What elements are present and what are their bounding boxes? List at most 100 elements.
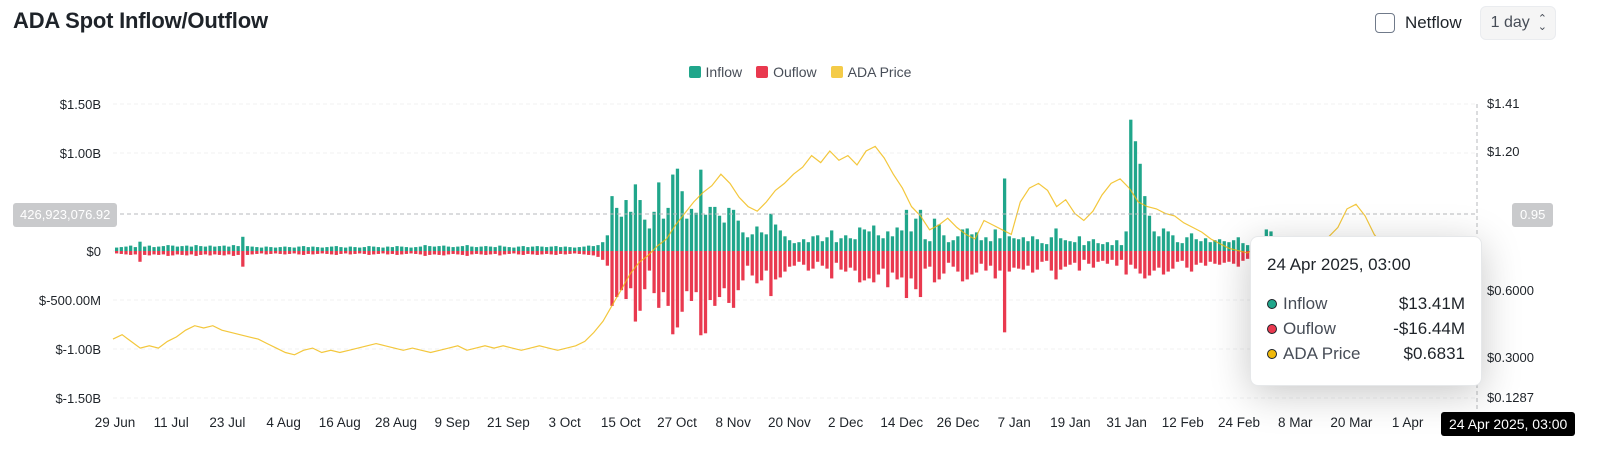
inflow-bar — [1049, 237, 1053, 251]
outflow-bar — [400, 251, 404, 255]
outflow-bar — [577, 251, 581, 254]
inflow-bar — [643, 219, 647, 251]
x-tick-label: 2 Dec — [828, 415, 864, 430]
outflow-bar — [1138, 251, 1142, 274]
outflow-bar — [339, 251, 343, 254]
inflow-bar — [432, 246, 437, 251]
inflow-bar — [675, 168, 680, 251]
inflow-bar — [960, 229, 965, 251]
outflow-bar — [143, 251, 147, 255]
outflow-bar — [652, 251, 656, 294]
outflow-bar — [699, 251, 703, 336]
inflow-bar — [717, 215, 722, 251]
inflow-bar — [1007, 236, 1011, 251]
outflow-bar — [259, 251, 264, 254]
tooltip-row-inflow: Inflow $13.41M — [1267, 291, 1465, 316]
crosshair-x-label: 24 Apr 2025, 03:00 — [1441, 412, 1576, 436]
outflow-bar — [292, 251, 296, 254]
inflow-bar — [521, 246, 525, 251]
x-tick-label: 26 Dec — [937, 415, 980, 430]
outflow-bar — [1152, 251, 1156, 271]
inflow-bar — [1203, 238, 1208, 251]
inflow-bar — [680, 191, 684, 251]
inflow-bar — [736, 220, 740, 251]
outflow-bar — [951, 251, 955, 267]
inflow-bar — [460, 246, 465, 251]
outflow-bar — [348, 251, 352, 255]
outflow-bar — [802, 251, 806, 265]
netflow-label[interactable]: Netflow — [1404, 13, 1462, 32]
inflow-bar — [409, 247, 413, 251]
inflow-bar — [535, 246, 539, 251]
inflow-dot-icon — [1267, 298, 1277, 309]
outflow-bar — [311, 251, 315, 255]
outflow-bar — [615, 251, 619, 298]
outflow-bar — [685, 251, 689, 292]
inflow-bar — [722, 222, 726, 251]
inflow-bar — [138, 241, 142, 251]
outflow-bar — [1040, 251, 1044, 262]
x-tick-label: 11 Jul — [154, 415, 189, 430]
inflow-bar — [577, 247, 581, 251]
outflow-bar — [745, 251, 750, 266]
outflow-bar — [512, 251, 516, 254]
outflow-bar — [502, 251, 507, 255]
inflow-bar — [1073, 242, 1077, 251]
x-tick-label: 14 Dec — [880, 415, 923, 430]
legend-item-price[interactable]: ADA Price — [830, 64, 911, 80]
y-left-tick-label: $-1.00B — [55, 342, 101, 357]
chart-controls: Netflow 1 day ⌃ ⌄ — [1374, 6, 1556, 40]
outflow-bar — [530, 251, 535, 255]
inflow-bar — [998, 238, 1002, 251]
interval-select[interactable]: 1 day ⌃ ⌄ — [1479, 6, 1556, 40]
inflow-bar — [956, 236, 960, 251]
outflow-bar — [185, 251, 189, 256]
chevron-up-down-icon: ⌃ ⌄ — [1537, 13, 1547, 33]
inflow-bar — [1157, 236, 1161, 251]
x-tick-label: 28 Aug — [375, 415, 417, 430]
inflow-bar — [573, 247, 577, 251]
inflow-bar — [264, 246, 268, 251]
outflow-bar — [1026, 251, 1030, 266]
outflow-bar — [844, 251, 848, 272]
outflow-bar — [334, 251, 338, 255]
inflow-bar — [699, 169, 703, 251]
inflow-bar — [554, 246, 558, 251]
legend-item-inflow[interactable]: Inflow — [688, 64, 742, 80]
outflow-bar — [470, 251, 474, 255]
crosshair-left-tag: 426,923,076.92 — [13, 203, 118, 227]
inflow-bar — [731, 209, 736, 251]
outflow-bar — [1016, 251, 1021, 269]
outflow-bar — [839, 251, 843, 270]
inflow-bar — [984, 237, 988, 251]
outflow-bar — [741, 251, 745, 281]
legend-label: Ouflow — [773, 64, 817, 80]
outflow-bar — [1077, 251, 1082, 271]
inflow-bar — [727, 207, 731, 251]
outflow-bar — [180, 251, 184, 255]
inflow-bar — [367, 246, 371, 251]
outflow-bar — [1059, 251, 1063, 270]
inflow-bar — [549, 246, 553, 251]
inflow-bar — [811, 236, 815, 251]
x-tick-label: 29 Jun — [95, 415, 136, 430]
outflow-bar — [942, 251, 946, 274]
outflow-bar — [208, 251, 212, 256]
inflow-bar — [301, 246, 306, 251]
inflow-bar — [269, 247, 273, 251]
outflow-bar — [816, 251, 820, 262]
outflow-bar — [937, 251, 941, 280]
legend-item-outflow[interactable]: Ouflow — [756, 64, 817, 80]
outflow-bar — [484, 251, 488, 255]
outflow-bar — [736, 251, 740, 291]
outflow-bar — [432, 251, 437, 255]
inflow-bar — [802, 239, 806, 251]
outflow-bar — [689, 251, 694, 301]
inflow-bar — [1227, 242, 1231, 251]
inflow-bar — [1217, 239, 1222, 251]
outflow-bar — [1194, 251, 1198, 265]
outflow-bar — [269, 251, 273, 254]
netflow-checkbox[interactable] — [1374, 13, 1395, 33]
inflow-bar — [1124, 231, 1128, 251]
